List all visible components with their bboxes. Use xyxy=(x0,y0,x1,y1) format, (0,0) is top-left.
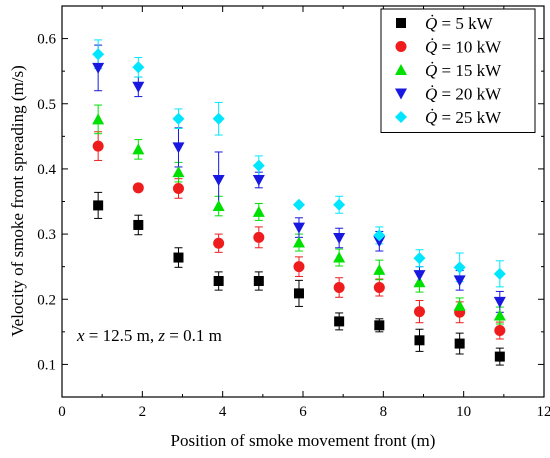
data-point-series-2 xyxy=(213,237,225,249)
data-point-series-5 xyxy=(212,112,225,125)
legend-label-series-1: Q̇ = 5 kW xyxy=(425,14,494,33)
data-point-series-5 xyxy=(373,229,386,242)
data-point-series-1 xyxy=(173,252,184,263)
data-point-series-4 xyxy=(212,174,225,186)
data-point-series-3 xyxy=(252,205,265,217)
data-point-series-4 xyxy=(172,142,185,154)
annotation-text: x = 12.5 m, z = 0.1 m xyxy=(76,326,222,345)
data-point-series-3 xyxy=(373,263,386,275)
data-point-series-1 xyxy=(494,351,505,362)
y-tick-label: 0.5 xyxy=(37,97,56,113)
x-axis-label: Position of smoke movement front (m) xyxy=(171,431,436,450)
data-point-series-1 xyxy=(133,219,144,230)
y-tick-label: 0.3 xyxy=(37,227,56,243)
data-point-series-3 xyxy=(333,251,346,263)
data-point-series-2 xyxy=(413,306,425,318)
data-point-series-5 xyxy=(132,61,145,74)
data-point-series-4 xyxy=(453,275,466,287)
data-point-series-4 xyxy=(252,174,265,186)
legend-value: = 15 kW xyxy=(437,61,502,80)
y-tick-label: 0.1 xyxy=(37,357,56,373)
legend-label-series-5: Q̇ = 25 kW xyxy=(425,108,502,127)
legend-symbol: Q̇ xyxy=(425,38,437,57)
legend-marker-series-2 xyxy=(395,41,407,52)
x-tick-label: 12 xyxy=(537,404,550,420)
legend-label-series-2: Q̇ = 10 kW xyxy=(425,38,502,57)
x-tick-label: 0 xyxy=(58,404,66,420)
data-point-series-3 xyxy=(493,309,506,321)
legend-symbol: Q̇ xyxy=(425,85,437,104)
data-point-series-1 xyxy=(293,288,304,299)
data-point-series-5 xyxy=(413,252,426,265)
data-point-series-2 xyxy=(253,231,265,243)
legend-symbol: Q̇ xyxy=(425,61,437,80)
legend-marker-series-1 xyxy=(396,18,406,28)
data-point-series-2 xyxy=(494,325,506,337)
data-point-series-5 xyxy=(453,261,466,274)
data-point-series-1 xyxy=(213,276,224,287)
data-point-series-3 xyxy=(92,113,105,125)
legend-label-series-3: Q̇ = 15 kW xyxy=(425,61,502,80)
data-point-series-2 xyxy=(92,140,104,152)
data-point-series-2 xyxy=(172,182,184,194)
data-point-series-3 xyxy=(413,276,426,288)
data-point-series-3 xyxy=(172,166,185,178)
annotation-var-x: x xyxy=(76,326,85,345)
data-point-series-5 xyxy=(92,48,105,61)
data-point-series-3 xyxy=(132,143,145,155)
axes: 0 2 4 6 8 10 12 0.1 0.2 0.3 0.4 0.5 0.6 xyxy=(37,5,550,420)
legend-marker-series-4 xyxy=(395,88,407,100)
legend-box xyxy=(380,8,536,133)
data-point-series-5 xyxy=(333,198,346,211)
data-point-series-5 xyxy=(172,112,185,125)
y-axis-label: Velocity of smoke front spreading (m/s) xyxy=(8,65,27,336)
data-point-series-1 xyxy=(334,316,345,327)
data-point-series-4 xyxy=(373,236,386,248)
y-tick-label: 0.4 xyxy=(37,162,56,178)
data-point-series-4 xyxy=(413,270,426,282)
legend-value: = 25 kW xyxy=(437,108,502,127)
annotation-value-z: = 0.1 m xyxy=(165,326,222,345)
legend-value: = 5 kW xyxy=(437,14,493,33)
data-point-series-5 xyxy=(252,159,265,172)
data-point-series-5 xyxy=(493,267,506,280)
x-tick-label: 6 xyxy=(299,404,307,420)
data-point-series-2 xyxy=(132,182,144,194)
y-tick-label: 0.2 xyxy=(37,292,56,308)
x-tick-label: 4 xyxy=(219,404,227,420)
x-tick-label: 10 xyxy=(456,404,471,420)
legend-symbol: Q̇ xyxy=(425,14,437,33)
data-point-series-3 xyxy=(212,200,225,212)
legend-value: = 10 kW xyxy=(437,38,502,57)
legend-value: = 20 kW xyxy=(437,85,502,104)
data-point-series-1 xyxy=(374,320,385,331)
data-point-series-4 xyxy=(92,62,105,74)
annotation-var-z: z xyxy=(157,326,165,345)
data-point-series-4 xyxy=(493,296,506,308)
data-point-series-2 xyxy=(333,282,345,294)
legend-label-series-4: Q̇ = 20 kW xyxy=(425,85,502,104)
x-tick-label: 8 xyxy=(380,404,388,420)
y-tick-label: 0.6 xyxy=(37,32,56,48)
data-point-series-1 xyxy=(454,338,465,349)
data-point-series-5 xyxy=(292,198,305,211)
data-point-series-2 xyxy=(293,261,305,273)
data-point-series-1 xyxy=(253,276,264,287)
data-point-series-4 xyxy=(333,232,346,244)
legend-symbol: Q̇ xyxy=(425,108,437,127)
legend: Q̇ = 5 kWQ̇ = 10 kWQ̇ = 15 kWQ̇ = 20 kWQ… xyxy=(380,8,536,133)
legend-marker-series-3 xyxy=(395,64,407,75)
data-point-series-1 xyxy=(414,335,425,346)
data-point-series-3 xyxy=(453,299,466,311)
data-point-series-4 xyxy=(132,81,145,93)
annotation-value-x: = 12.5 m, xyxy=(85,326,159,345)
data-point-series-4 xyxy=(292,222,305,234)
data-markers xyxy=(92,48,506,362)
x-tick-label: 2 xyxy=(139,404,147,420)
data-point-series-2 xyxy=(373,282,385,294)
data-point-series-3 xyxy=(292,236,305,248)
data-point-series-1 xyxy=(93,200,104,211)
legend-marker-series-5 xyxy=(395,111,407,123)
